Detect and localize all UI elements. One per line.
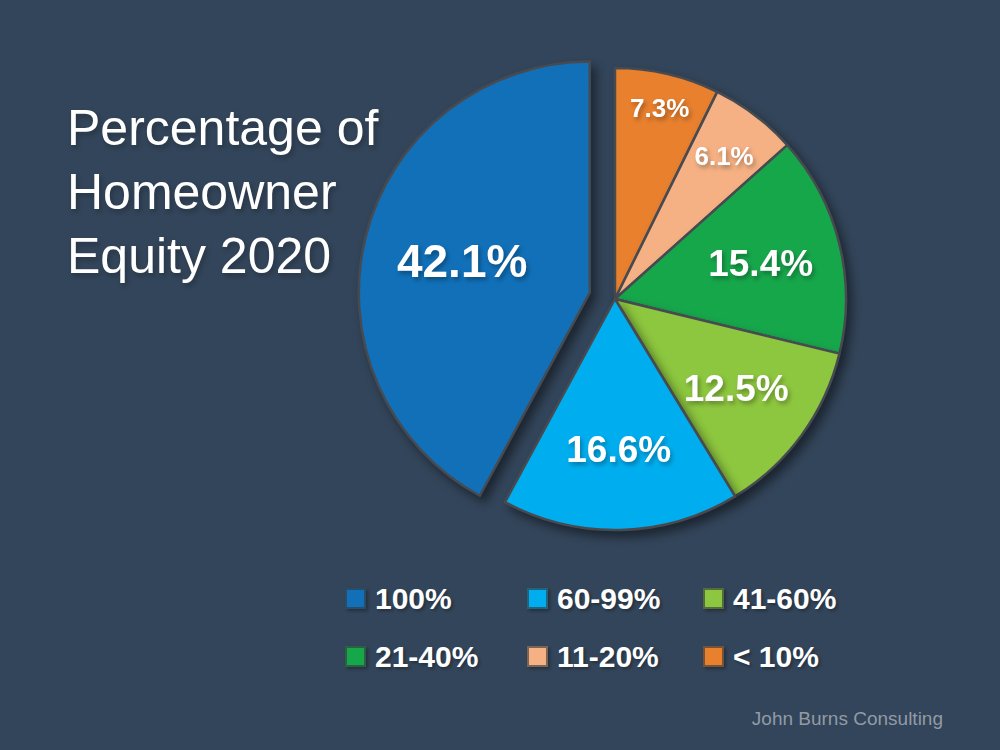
- pie-slice-value-label: 42.1%: [397, 235, 527, 287]
- legend-label: < 10%: [733, 640, 819, 674]
- legend-label: 21-40%: [375, 640, 478, 674]
- pie-slice-value-label: 15.4%: [708, 243, 813, 284]
- legend-label: 41-60%: [733, 582, 836, 616]
- slide: Percentage of Homeowner Equity 2020 7.3%…: [0, 0, 1000, 750]
- pie-slice-value-label: 6.1%: [694, 141, 753, 171]
- legend-item--10-: < 10%: [703, 640, 885, 674]
- legend-item-21-40-: 21-40%: [345, 640, 527, 674]
- legend-swatch: [527, 588, 548, 609]
- legend-item-41-60-: 41-60%: [703, 582, 885, 616]
- legend-row: 21-40% 11-20% < 10%: [345, 638, 885, 675]
- legend-swatch: [527, 646, 548, 667]
- legend-label: 100%: [375, 582, 452, 616]
- legend-label: 60-99%: [557, 582, 660, 616]
- pie-slice-value-label: 7.3%: [630, 93, 689, 123]
- legend-swatch: [703, 646, 724, 667]
- attribution-text: John Burns Consulting: [752, 708, 943, 730]
- pie-slice-value-label: 12.5%: [684, 368, 789, 409]
- legend-row: 100% 60-99% 41-60%: [345, 580, 885, 617]
- pie-slice-value-label: 16.6%: [566, 429, 671, 470]
- legend-swatch: [703, 588, 724, 609]
- legend-item-60-99-: 60-99%: [527, 582, 703, 616]
- legend-swatch: [345, 588, 366, 609]
- legend-item-11-20-: 11-20%: [527, 640, 703, 674]
- legend-item-100-: 100%: [345, 582, 527, 616]
- legend-swatch: [345, 646, 366, 667]
- legend-label: 11-20%: [557, 640, 659, 674]
- chart-legend: 100% 60-99% 41-60% 21-40% 11-20% < 10%: [345, 580, 885, 696]
